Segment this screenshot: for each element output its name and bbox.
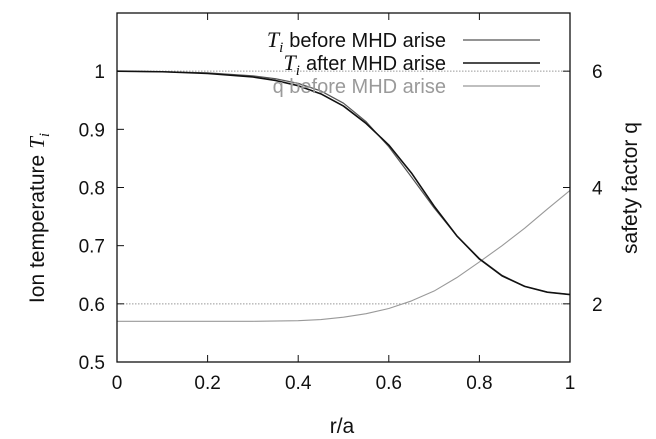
x-tick-label: 0 [112, 373, 123, 394]
y-left-tick-label: 0.5 [79, 353, 105, 374]
legend-label: q before MHD arise [273, 76, 446, 98]
y-right-tick-label: 4 [592, 179, 603, 200]
y-axis-right-label: safety factor q [619, 122, 642, 254]
x-tick-label: 0.6 [376, 373, 402, 394]
x-tick-label: 0.4 [285, 373, 312, 394]
legend-symbol: T [267, 27, 281, 52]
legend-symbol: T [284, 50, 298, 75]
x-tick-label: 1 [565, 373, 576, 394]
y-axis-left-label-main: Ion temperature [26, 155, 49, 303]
reference-lines [117, 70, 570, 305]
legend-entry: q before MHD arise [273, 76, 540, 98]
y-right-tick-label: 2 [592, 295, 603, 316]
y-left-tick-label: 0.8 [79, 179, 105, 200]
series-line-ti-before [116, 70, 571, 296]
y-axis-left-label-subscript: i [37, 133, 53, 137]
y-left-tick-label: 0.7 [79, 237, 105, 258]
legend-entry: Ti after MHD arise [284, 50, 540, 79]
legend-subscript: i [279, 40, 283, 56]
y-axis-left-label: Ion temperature Ti [25, 133, 53, 303]
legend-entry: Ti before MHD arise [267, 27, 540, 56]
x-axis-label: r/a [330, 415, 355, 438]
series-line-ti-after [116, 70, 571, 296]
y-right-tick-label: 6 [592, 62, 603, 83]
y-axis-left-label-symbol: T [25, 136, 49, 149]
axis-ticks: 0 0.2 0.4 0.6 0.8 1 0.5 0.6 0.7 0.8 0.9 1 2 4 6 [79, 13, 603, 394]
legend-label: Ti before MHD arise [267, 27, 446, 56]
series-line-q-before [117, 189, 571, 322]
y-left-tick-label: 1 [94, 62, 105, 83]
legend-subscript: i [296, 63, 300, 79]
series-lines [116, 70, 571, 322]
legend-label: Ti after MHD arise [284, 50, 446, 79]
y-left-tick-label: 0.6 [79, 295, 105, 316]
x-tick-label: 0.2 [194, 373, 220, 394]
x-tick-label: 0.8 [466, 373, 492, 394]
legend-name: after MHD arise [306, 53, 446, 75]
y-left-tick-label: 0.9 [79, 120, 105, 141]
legend-name: before MHD arise [289, 30, 446, 52]
